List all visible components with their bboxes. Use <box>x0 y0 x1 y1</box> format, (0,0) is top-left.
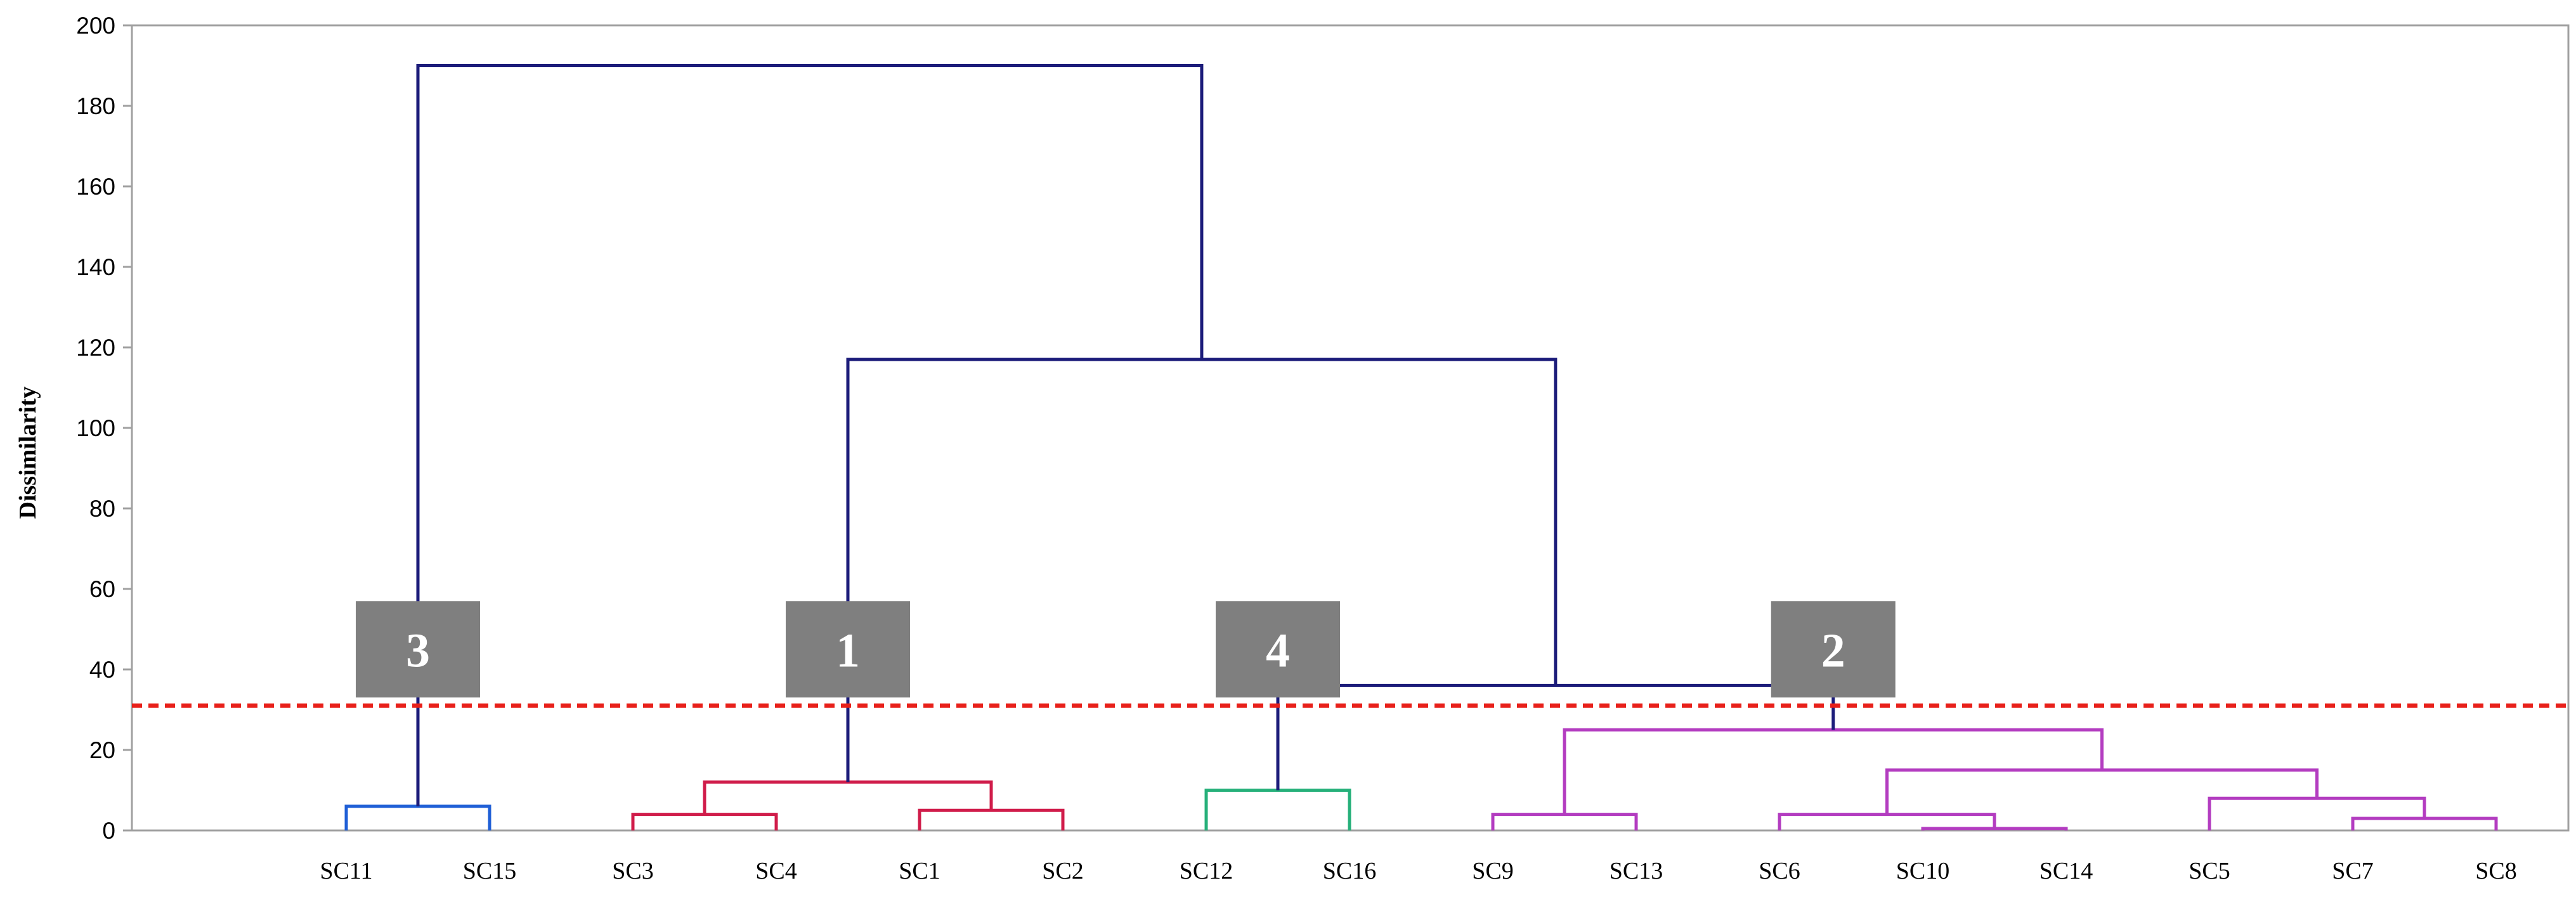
dendrogram-link <box>846 358 1558 782</box>
y-tick-label: 120 <box>76 335 115 361</box>
leaf-label: SC6 <box>1759 858 1800 884</box>
leaf-label: SC9 <box>1472 858 1513 884</box>
leaf-label: SC4 <box>755 858 797 884</box>
y-tick-label: 100 <box>76 415 115 441</box>
cluster-badge-label: 2 <box>1821 624 1845 677</box>
dendrogram-link <box>1204 789 1351 830</box>
y-tick-label: 0 <box>102 818 115 844</box>
dendrogram-link <box>918 808 1065 830</box>
y-tick-label: 140 <box>76 254 115 280</box>
leaf-label: SC14 <box>2039 858 2093 884</box>
y-axis-title: Dissimilarity <box>15 387 41 519</box>
dendrogram-link <box>2208 796 2426 830</box>
cluster-badge-label: 4 <box>1266 624 1290 677</box>
dendrogram-link <box>1563 728 2104 815</box>
dendrogram-link <box>1491 813 1638 830</box>
cluster-badge-box <box>356 601 480 698</box>
y-tick-label: 80 <box>89 496 115 522</box>
leaf-label: SC3 <box>612 858 653 884</box>
cluster-badge-1: 1 <box>786 601 910 698</box>
y-tick-label: 40 <box>89 657 115 683</box>
plot-frame <box>131 24 2570 832</box>
cluster-badge-label: 1 <box>836 624 860 677</box>
leaf-label: SC16 <box>1323 858 1376 884</box>
leaf-label: SC7 <box>2332 858 2373 884</box>
leaf-label: SC5 <box>2189 858 2230 884</box>
dendrogram-link <box>344 804 491 830</box>
cluster-badge-4: 4 <box>1216 601 1340 698</box>
cluster-badge-box <box>1771 601 1896 698</box>
y-tick-label: 60 <box>89 576 115 602</box>
leaf-label: SC11 <box>320 858 372 884</box>
leaf-label: SC10 <box>1896 858 1949 884</box>
y-tick-label: 160 <box>76 174 115 200</box>
dendrogram-link <box>2351 817 2498 830</box>
leaf-label: SC2 <box>1042 858 1083 884</box>
leaf-label: SC1 <box>899 858 940 884</box>
cluster-badge-label: 3 <box>406 624 430 677</box>
leaf-label: SC8 <box>2475 858 2516 884</box>
y-tick-label: 180 <box>76 93 115 119</box>
cluster-badge-box <box>1216 601 1340 698</box>
y-tick-label: 20 <box>89 737 115 763</box>
leaf-label: SC12 <box>1180 858 1233 884</box>
cluster-badge-2: 2 <box>1771 601 1896 698</box>
dendrogram-link <box>416 64 1204 806</box>
cluster-badge-3: 3 <box>356 601 480 698</box>
leaf-label: SC13 <box>1610 858 1663 884</box>
leaf-label: SC15 <box>463 858 516 884</box>
dendrogram-link <box>631 813 778 830</box>
dendrogram-link <box>1885 768 2319 815</box>
y-tick-label: 200 <box>76 13 115 39</box>
dendrogram-link <box>1276 683 1835 791</box>
cluster-badge-box <box>786 601 910 698</box>
